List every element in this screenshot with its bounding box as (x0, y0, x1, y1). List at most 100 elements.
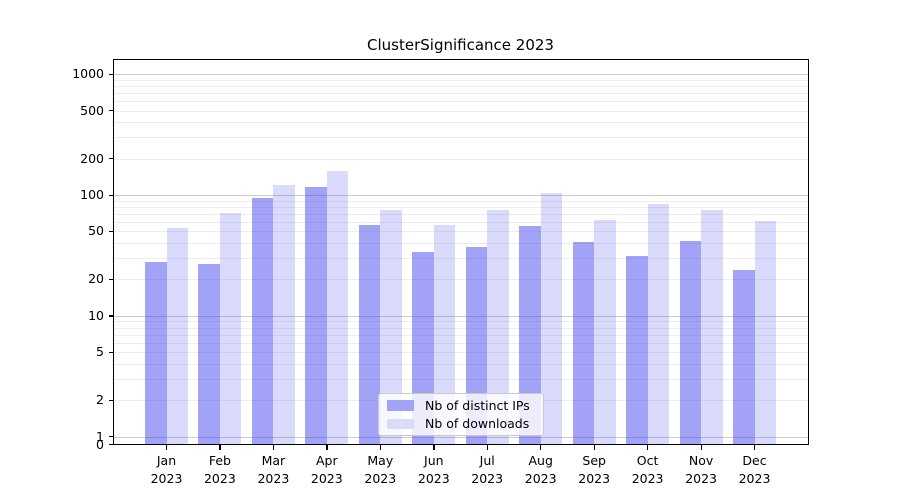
gridline-minor (113, 279, 808, 281)
x-tick-label: Nov 2023 (669, 452, 733, 487)
x-tick-year: 2023 (631, 470, 664, 486)
y-tick-label: 1 (96, 428, 104, 444)
bar-downloads-feb (219, 213, 242, 445)
gridline-major (113, 195, 808, 196)
x-tick-label: Mar 2023 (241, 452, 305, 487)
x-tick-mark (379, 444, 382, 450)
bar-downloads-sep (594, 220, 616, 445)
y-tick-mark (108, 158, 114, 160)
legend-item-distinct-ips: Nb of distinct IPs (387, 396, 537, 415)
y-tick-label: 10 (88, 307, 104, 323)
y-tick-label: 100 (80, 187, 104, 202)
x-tick-label: Aug 2023 (509, 452, 573, 487)
x-tick-mark (486, 444, 488, 450)
gridline-major (113, 315, 808, 317)
gridline-minor (113, 200, 808, 202)
y-tick-mark (108, 444, 114, 446)
x-tick-year: 2023 (310, 470, 343, 486)
bar-downloads-jan (166, 228, 188, 445)
legend-label-downloads: Nb of downloads (425, 416, 530, 432)
gridline-minor (113, 258, 808, 260)
bar-downloads-dec (754, 220, 776, 445)
y-tick-label: 2 (96, 392, 104, 408)
y-tick-label: 0 (96, 436, 104, 452)
bar-distinct-ips-apr (305, 186, 327, 445)
gridline-minor (113, 379, 808, 380)
x-tick-label: Jul 2023 (455, 452, 519, 487)
y-tick-label: 5 (96, 344, 104, 360)
x-tick-year: 2023 (471, 470, 504, 486)
y-tick-label: 20 (88, 271, 104, 287)
x-tick-year: 2023 (150, 470, 183, 486)
gridline-minor (113, 363, 808, 365)
bar-downloads-jul (487, 210, 509, 445)
x-tick-year: 2023 (524, 470, 557, 486)
legend-item-downloads: Nb of downloads (387, 415, 537, 434)
x-tick-year: 2023 (417, 470, 450, 486)
gridline-minor (113, 231, 808, 233)
gridline-minor (113, 352, 808, 354)
x-tick-mark (219, 444, 221, 450)
bar-distinct-ips-aug (519, 226, 541, 445)
gridline-minor (113, 137, 808, 139)
x-tick-label: Apr 2023 (295, 452, 359, 487)
gridline-minor (113, 327, 808, 329)
y-tick-mark (108, 73, 114, 75)
y-tick-label: 500 (80, 102, 104, 118)
bar-distinct-ips-jan (145, 261, 167, 445)
gridline-major (113, 436, 808, 438)
bar-distinct-ips-mar (251, 197, 274, 445)
x-tick-year: 2023 (685, 470, 717, 486)
gridline-minor (113, 321, 808, 323)
y-tick-mark (108, 110, 114, 112)
y-tick-label: 50 (88, 223, 104, 239)
gridline-major (113, 74, 808, 76)
bar-downloads-jun (433, 224, 456, 445)
y-tick-mark (108, 194, 114, 196)
bar-downloads-aug (540, 193, 563, 445)
legend-swatch-downloads (387, 418, 414, 429)
bar-distinct-ips-feb (198, 263, 220, 445)
legend-label-distinct-ips: Nb of distinct IPs (425, 397, 530, 413)
bar-distinct-ips-may (358, 225, 381, 445)
gridline-minor (113, 342, 808, 344)
y-tick-mark (108, 436, 114, 438)
y-tick-mark (108, 315, 114, 317)
x-tick-mark (272, 444, 275, 450)
y-tick-mark (108, 399, 114, 401)
bar-distinct-ips-dec (733, 269, 755, 445)
x-tick-label: Feb 2023 (188, 452, 252, 487)
gridline-minor (113, 92, 808, 94)
x-tick-mark (593, 444, 595, 450)
x-tick-mark (326, 444, 328, 450)
x-tick-mark (540, 444, 542, 450)
x-tick-mark (700, 444, 702, 450)
gridline-minor (113, 110, 808, 112)
x-tick-label: Jan 2023 (135, 452, 199, 487)
gridline-minor (113, 206, 808, 208)
bar-distinct-ips-nov (679, 240, 702, 445)
x-tick-year: 2023 (364, 470, 397, 486)
gridline-minor (113, 334, 808, 336)
y-tick-mark (108, 230, 114, 233)
x-tick-mark (647, 444, 649, 450)
bar-downloads-apr (326, 171, 349, 445)
x-tick-label: Sep 2023 (562, 452, 626, 487)
chart-title: ClusterSignificance 2023 (367, 36, 554, 54)
x-tick-label: Oct 2023 (616, 452, 680, 487)
bar-distinct-ips-oct (626, 256, 648, 445)
gridline-minor (113, 213, 808, 215)
y-tick-mark (108, 351, 114, 353)
y-tick-label: 200 (80, 150, 104, 166)
y-tick-label: 1000 (72, 66, 104, 82)
bar-downloads-nov (701, 210, 723, 445)
gridline-minor (113, 101, 808, 102)
x-tick-year: 2023 (203, 470, 236, 486)
bar-downloads-mar (273, 185, 295, 445)
bar-distinct-ips-sep (572, 241, 595, 445)
x-tick-year: 2023 (738, 470, 771, 486)
gridline-minor (113, 85, 808, 87)
x-tick-year: 2023 (578, 470, 611, 486)
legend-swatch-distinct-ips (387, 400, 414, 411)
